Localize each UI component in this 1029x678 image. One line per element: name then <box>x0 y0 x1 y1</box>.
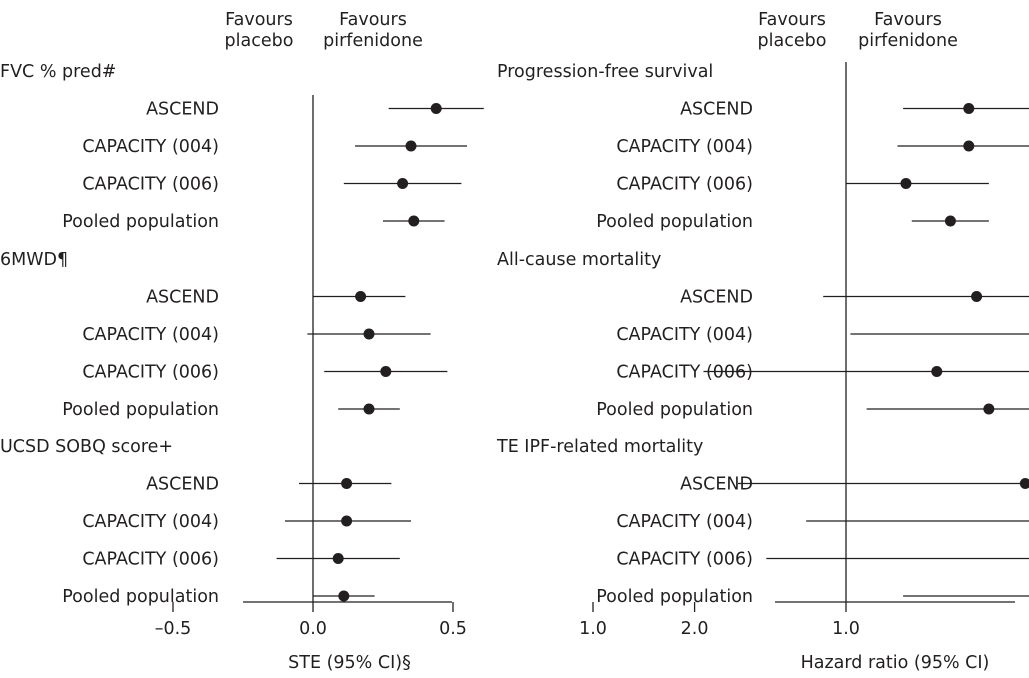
row-label: ASCEND <box>680 100 753 120</box>
point-estimate <box>944 215 956 227</box>
point-estimate <box>430 103 442 114</box>
row-label: CAPACITY (006) <box>616 550 753 570</box>
row-label: ASCEND <box>146 475 219 495</box>
favours-placebo-label: Favours placebo <box>758 10 827 51</box>
x-tick-label: 0.0 <box>299 619 327 639</box>
group-label: Progression-free survival <box>497 62 713 82</box>
point-estimate <box>983 403 995 415</box>
point-estimate <box>1019 478 1029 489</box>
favours-pirfenidone-label: Favours pirfenidone <box>323 10 423 51</box>
row-label: ASCEND <box>680 475 753 495</box>
x-tick-label: –0.5 <box>155 619 192 639</box>
point-estimate <box>363 328 375 340</box>
point-estimate <box>355 291 367 302</box>
x-tick-label: 1.0 <box>832 619 860 639</box>
group-label: FVC % pred# <box>0 62 116 82</box>
left-forest-plot: Favours placebo Favours pirfenidone –0.5 0.0 0… <box>0 10 607 673</box>
point-estimate <box>338 590 350 602</box>
point-estimate <box>363 403 375 415</box>
row-label: ASCEND <box>146 288 219 308</box>
row-label: CAPACITY (004) <box>82 325 219 345</box>
right-forest-plot: FavoursplaceboFavourspirfenidone2.01.00.… <box>496 10 1029 673</box>
row-label: Pooled population <box>596 212 753 232</box>
row-label: CAPACITY (004) <box>616 325 753 345</box>
x-tick-label: 0.5 <box>439 619 467 639</box>
row-label: ASCEND <box>146 100 219 120</box>
point-estimate <box>332 553 344 564</box>
point-estimate <box>931 366 943 377</box>
row-label: CAPACITY (006) <box>616 175 753 195</box>
favours-pirfenidone-label: Favours pirfenidone <box>858 10 958 51</box>
row-label: Pooled population <box>596 587 753 607</box>
point-estimate <box>341 478 353 489</box>
row-label: ASCEND <box>680 288 753 308</box>
row-label: CAPACITY (006) <box>82 550 219 570</box>
group-label: TE IPF-related mortality <box>496 437 703 457</box>
row-label: Pooled population <box>62 212 219 232</box>
x-axis-title: Hazard ratio (95% CI) <box>801 653 990 673</box>
row-label: CAPACITY (006) <box>616 363 753 383</box>
group-label: 6MWD¶ <box>0 250 68 270</box>
point-estimate <box>405 140 417 152</box>
row-label: CAPACITY (004) <box>616 512 753 532</box>
x-tick-label: 1.0 <box>579 619 607 639</box>
row-label: CAPACITY (006) <box>82 175 219 195</box>
group-label: UCSD SOBQ score+ <box>0 437 173 457</box>
point-estimate <box>971 291 983 302</box>
row-label: Pooled population <box>62 400 219 420</box>
row-label: Pooled population <box>596 400 753 420</box>
x-tick-label: 2.0 <box>681 619 709 639</box>
row-label: CAPACITY (006) <box>82 363 219 383</box>
row-label: CAPACITY (004) <box>82 137 219 157</box>
row-label: CAPACITY (004) <box>616 137 753 157</box>
point-estimate <box>900 178 912 189</box>
point-estimate <box>380 366 392 377</box>
point-estimate <box>341 515 353 527</box>
x-axis-title: STE (95% CI)§ <box>288 653 411 673</box>
point-estimate <box>963 103 975 114</box>
point-estimate <box>408 215 420 227</box>
row-label: Pooled population <box>62 587 219 607</box>
favours-placebo-label: Favours placebo <box>225 10 294 51</box>
point-estimate <box>397 178 409 189</box>
point-estimate <box>963 140 975 152</box>
row-label: CAPACITY (004) <box>82 512 219 532</box>
group-label: All-cause mortality <box>497 250 661 270</box>
